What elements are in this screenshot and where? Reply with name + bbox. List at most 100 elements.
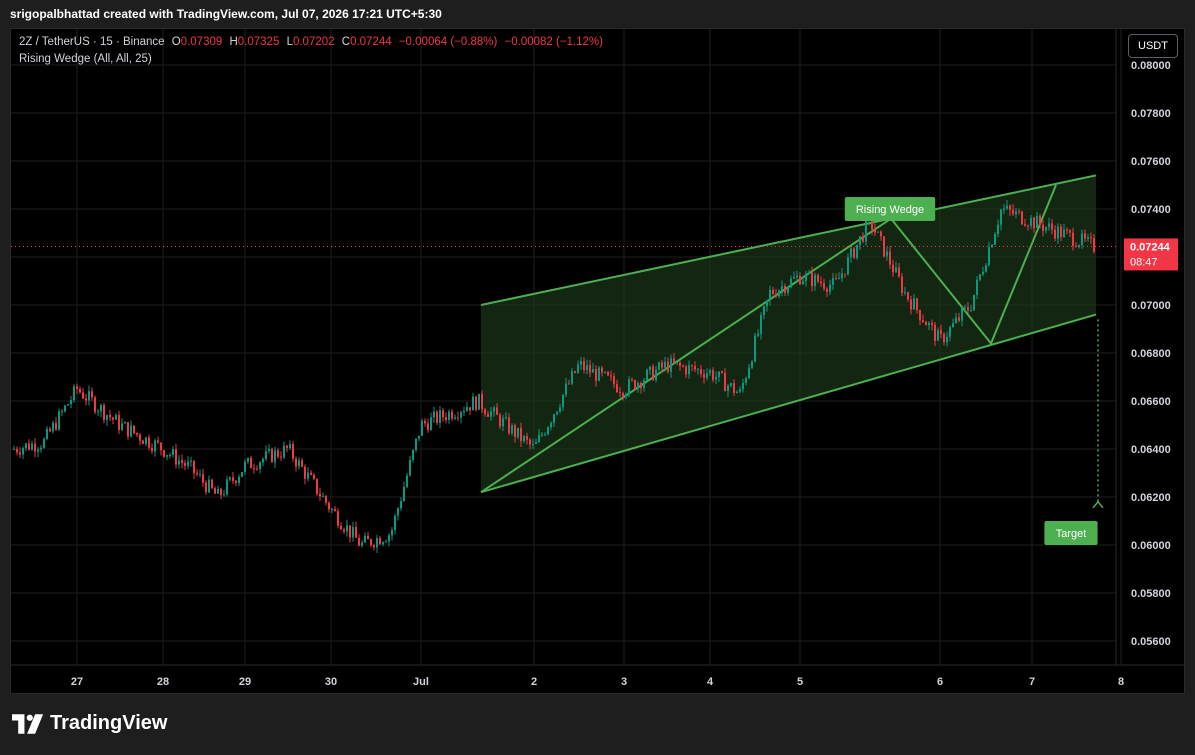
candle-body: [586, 365, 588, 371]
candle-body: [808, 272, 810, 274]
candle-body: [607, 371, 609, 376]
candle-body: [295, 458, 297, 467]
candle-body: [1084, 233, 1086, 239]
candle-body: [310, 472, 312, 475]
candle-body: [877, 231, 879, 233]
legend-change: −0.00064 (−0.88%): [398, 36, 498, 48]
candle-body: [475, 396, 477, 410]
candle-body: [199, 474, 201, 476]
candle-body: [481, 393, 483, 410]
currency-button[interactable]: USDT: [1128, 34, 1178, 58]
candle-body: [217, 488, 219, 494]
price-chart[interactable]: Rising Wedge Target 0.08000 0.07800 0.07600 0…: [11, 29, 1184, 693]
price-axis-label: 0.05600: [1131, 636, 1171, 648]
candle-body: [652, 366, 654, 381]
candle-body: [460, 412, 462, 418]
rising-wedge-label[interactable]: Rising Wedge: [844, 197, 936, 221]
candle-body: [340, 525, 342, 530]
candle-body: [928, 322, 930, 326]
legend-low-label: L: [286, 36, 293, 48]
legend-change-2: −0.00082 (−1.12%): [504, 36, 603, 48]
candle-body: [49, 428, 51, 432]
legend-indicator[interactable]: Rising Wedge (All, All, 25): [19, 53, 152, 65]
candle-body: [268, 448, 270, 452]
candle-body: [430, 417, 432, 431]
candle-body: [916, 298, 918, 311]
candle-body: [859, 236, 861, 245]
target-label[interactable]: Target: [1044, 521, 1098, 545]
candle-body: [265, 451, 267, 459]
candle-body: [208, 479, 210, 493]
candle-body: [370, 539, 372, 546]
candle-body: [454, 417, 456, 419]
rising-wedge-label-text: Rising Wedge: [856, 204, 924, 216]
legend-symbol[interactable]: 2Z / TetherUS · 15 · Binance: [19, 36, 165, 48]
tradingview-logo[interactable]: TradingView: [12, 712, 167, 735]
candle-body: [1039, 215, 1041, 225]
candle-body: [973, 294, 975, 311]
candle-body: [427, 423, 429, 431]
candle-body: [571, 371, 573, 384]
candle-body: [190, 460, 192, 462]
candle-body: [91, 391, 93, 398]
candle-body: [148, 437, 150, 448]
candle-body: [499, 414, 501, 427]
candle-body: [682, 365, 684, 367]
candle-body: [46, 428, 48, 439]
candle-body: [853, 248, 855, 258]
candle-body: [124, 422, 126, 424]
candle-body: [964, 307, 966, 309]
candle-body: [850, 248, 852, 258]
candle-body: [826, 288, 828, 292]
candle-body: [1048, 223, 1050, 228]
candle-body: [829, 284, 831, 292]
candle-body: [223, 494, 225, 496]
candle-body: [145, 437, 147, 444]
time-axis-label: 4: [707, 676, 714, 688]
candle-body: [931, 322, 933, 325]
candle-body: [940, 330, 942, 334]
time-axis-label: 3: [621, 676, 627, 688]
candle-body: [43, 438, 45, 448]
wedge-fill: [481, 175, 1096, 493]
candle-body: [865, 220, 867, 242]
candle-body: [781, 286, 783, 291]
candle-body: [229, 477, 231, 480]
candle-body: [538, 434, 540, 443]
candle-body: [1006, 205, 1008, 209]
candle-body: [523, 436, 525, 442]
candle-body: [529, 439, 531, 445]
candle-body: [334, 509, 336, 512]
candle-body: [922, 320, 924, 322]
candle-body: [709, 370, 711, 374]
candle-body: [391, 530, 393, 536]
candle-body: [625, 394, 627, 397]
candle-body: [547, 427, 549, 435]
candle-body: [316, 478, 318, 494]
candle-body: [22, 448, 24, 455]
candle-body: [1051, 223, 1053, 230]
candle-body: [907, 292, 909, 300]
candle-body: [583, 361, 585, 371]
candle-body: [169, 454, 171, 456]
candle-body: [904, 292, 906, 294]
price-axis-label: 0.06400: [1131, 444, 1171, 456]
candle-body: [649, 366, 651, 370]
candle-body: [748, 367, 750, 379]
wedge-zigzag: [480, 184, 1057, 494]
candle-body: [526, 436, 528, 440]
candle-body: [673, 358, 675, 364]
candle-body: [130, 425, 132, 437]
candle-body: [382, 542, 384, 545]
candle-body: [496, 407, 498, 415]
candle-body: [343, 529, 345, 532]
candle-body: [814, 274, 816, 287]
chart-area[interactable]: Rising Wedge Target 0.08000 0.07800 0.07600 0…: [10, 28, 1185, 694]
candle-body: [346, 525, 348, 532]
price-axis-label: 0.05800: [1131, 588, 1171, 600]
candle-body: [1036, 215, 1038, 229]
candle-body: [550, 422, 552, 428]
candle-body: [328, 502, 330, 510]
candle-body: [697, 369, 699, 371]
candle-body: [484, 409, 486, 414]
